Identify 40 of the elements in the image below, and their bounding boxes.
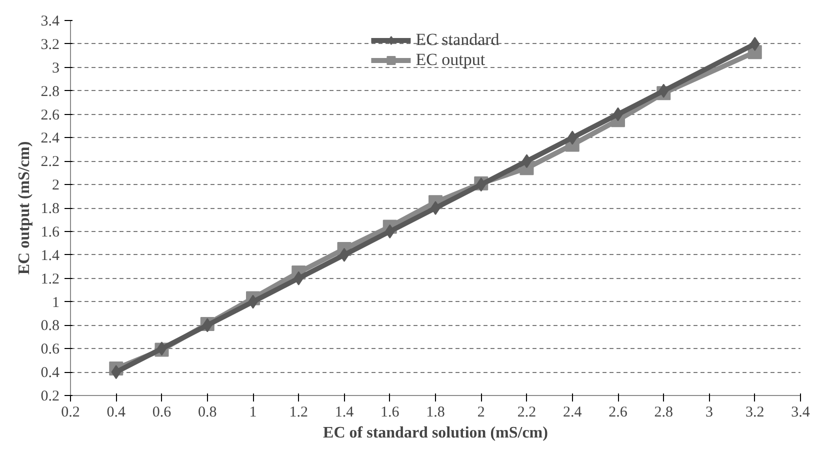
x-tick-label: 2.6 [608,404,628,420]
x-tick-label: 0.4 [106,404,126,420]
y-tick-label: 3.4 [40,14,60,30]
y-tick-label: 0.6 [40,342,60,358]
y-tick-label: 1.4 [40,248,60,264]
y-tick-label: 1.6 [40,224,60,240]
y-tick-label: 0.4 [40,365,60,382]
y-tick-label: 2.6 [40,107,60,124]
y-tick-label: 1.8 [40,201,60,217]
x-tick-label: 3.4 [791,404,810,420]
x-tick-label: 2.8 [654,404,673,420]
x-tick-label: 0.6 [152,404,172,420]
y-tick-label: 2.2 [40,154,60,170]
y-tick-label: 0.2 [40,388,60,404]
legend-label: EC output [416,50,486,70]
x-axis-title: EC of standard solution (mS/cm) [323,424,548,442]
x-tick-label: 3.2 [746,404,764,420]
x-tick-label: 3 [706,404,713,420]
legend-label: EC standard [416,30,500,50]
point [522,154,532,168]
x-tick-label: 0.8 [198,404,217,420]
x-tick-label: 1.2 [289,404,308,420]
x-tick-label: 1.4 [334,404,354,420]
y-tick-label: 2 [52,178,60,194]
x-tick-label: 2 [477,404,485,420]
y-tick-label: 3 [52,60,60,76]
x-tick-label: 2.4 [563,404,582,420]
y-tick-label: 1.2 [40,271,60,288]
point [339,248,350,262]
y-axis-title: EC output (mS/cm) [16,141,33,275]
y-tick-label: 1 [52,294,60,311]
x-tick-label: 1 [249,404,257,420]
y-tick-label: 0.8 [40,318,60,334]
point [430,201,440,215]
y-tick-label: 3.2 [40,36,60,53]
x-tick-label: 1.6 [380,404,400,420]
y-tick-label: 2.8 [40,84,60,100]
x-tick-label: 2.2 [517,404,536,420]
y-tick-label: 2.4 [40,130,60,147]
x-tick-label: 1.8 [426,404,445,420]
